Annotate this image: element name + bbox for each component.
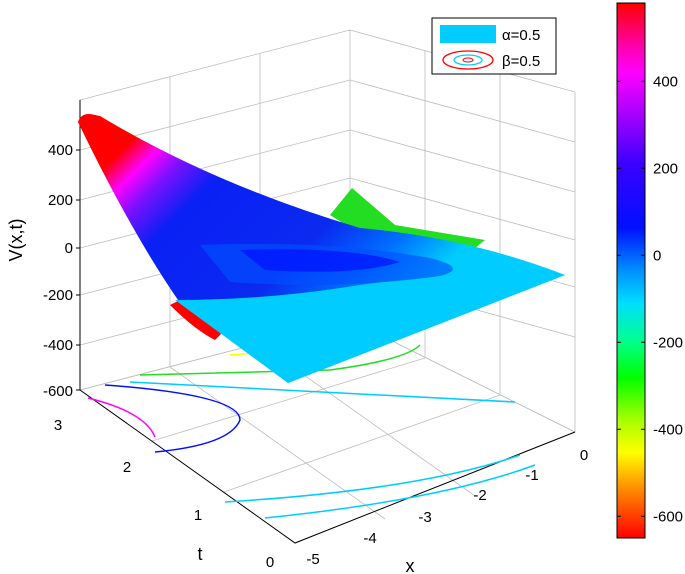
colorbar-tick-label: -400 — [653, 421, 683, 438]
t-tick-label: 2 — [123, 459, 131, 476]
x-tick-label: -1 — [525, 467, 538, 484]
x-tick-label: 0 — [580, 447, 588, 464]
x-ticks: -5 -4 -3 -2 -1 0 — [306, 447, 588, 568]
colorbar-tick-label: -200 — [653, 334, 683, 351]
z-tick-label: -600 — [43, 383, 73, 400]
legend-alpha-swatch — [440, 25, 496, 43]
t-tick-label: 1 — [194, 507, 202, 524]
z-tick-label: 400 — [48, 142, 73, 159]
x-tick-label: -2 — [473, 487, 486, 504]
t-tick-label: 3 — [54, 417, 62, 434]
z-ticks: 400 200 0 -200 -400 -600 — [43, 142, 73, 400]
colorbar-ticks: 400 200 0 -200 -400 -600 — [617, 73, 683, 525]
colorbar-tick-label: 0 — [653, 247, 661, 264]
colorbar-tick-label: 200 — [653, 160, 678, 177]
z-tick-label: -400 — [43, 337, 73, 354]
x-axis-label: x — [406, 556, 415, 574]
colorbar-tick-label: 400 — [653, 73, 678, 90]
x-tick-label: -3 — [418, 509, 431, 526]
x-tick-label: -5 — [306, 551, 319, 568]
z-tick-label: 0 — [65, 240, 73, 257]
colorbar-tick-label: -600 — [653, 508, 683, 525]
surface — [78, 114, 565, 383]
legend-alpha-label: α=0.5 — [502, 27, 540, 44]
t-tick-label: 0 — [266, 554, 274, 571]
colorbar-strip — [616, 2, 646, 539]
floor-contours — [87, 344, 536, 519]
legend-beta-label: β=0.5 — [502, 53, 540, 70]
x-tick-label: -4 — [363, 530, 376, 547]
t-axis-label: t — [197, 544, 202, 564]
z-axis-label: V(x,t) — [6, 219, 26, 262]
axes — [76, 100, 576, 544]
t-ticks: 0 1 2 3 — [54, 417, 274, 571]
colorbar: 400 200 0 -200 -400 -600 — [616, 2, 683, 539]
z-tick-label: -200 — [43, 287, 73, 304]
legend: α=0.5 β=0.5 — [431, 17, 557, 75]
legend-beta-swatch — [442, 50, 494, 70]
z-tick-label: 200 — [48, 192, 73, 209]
